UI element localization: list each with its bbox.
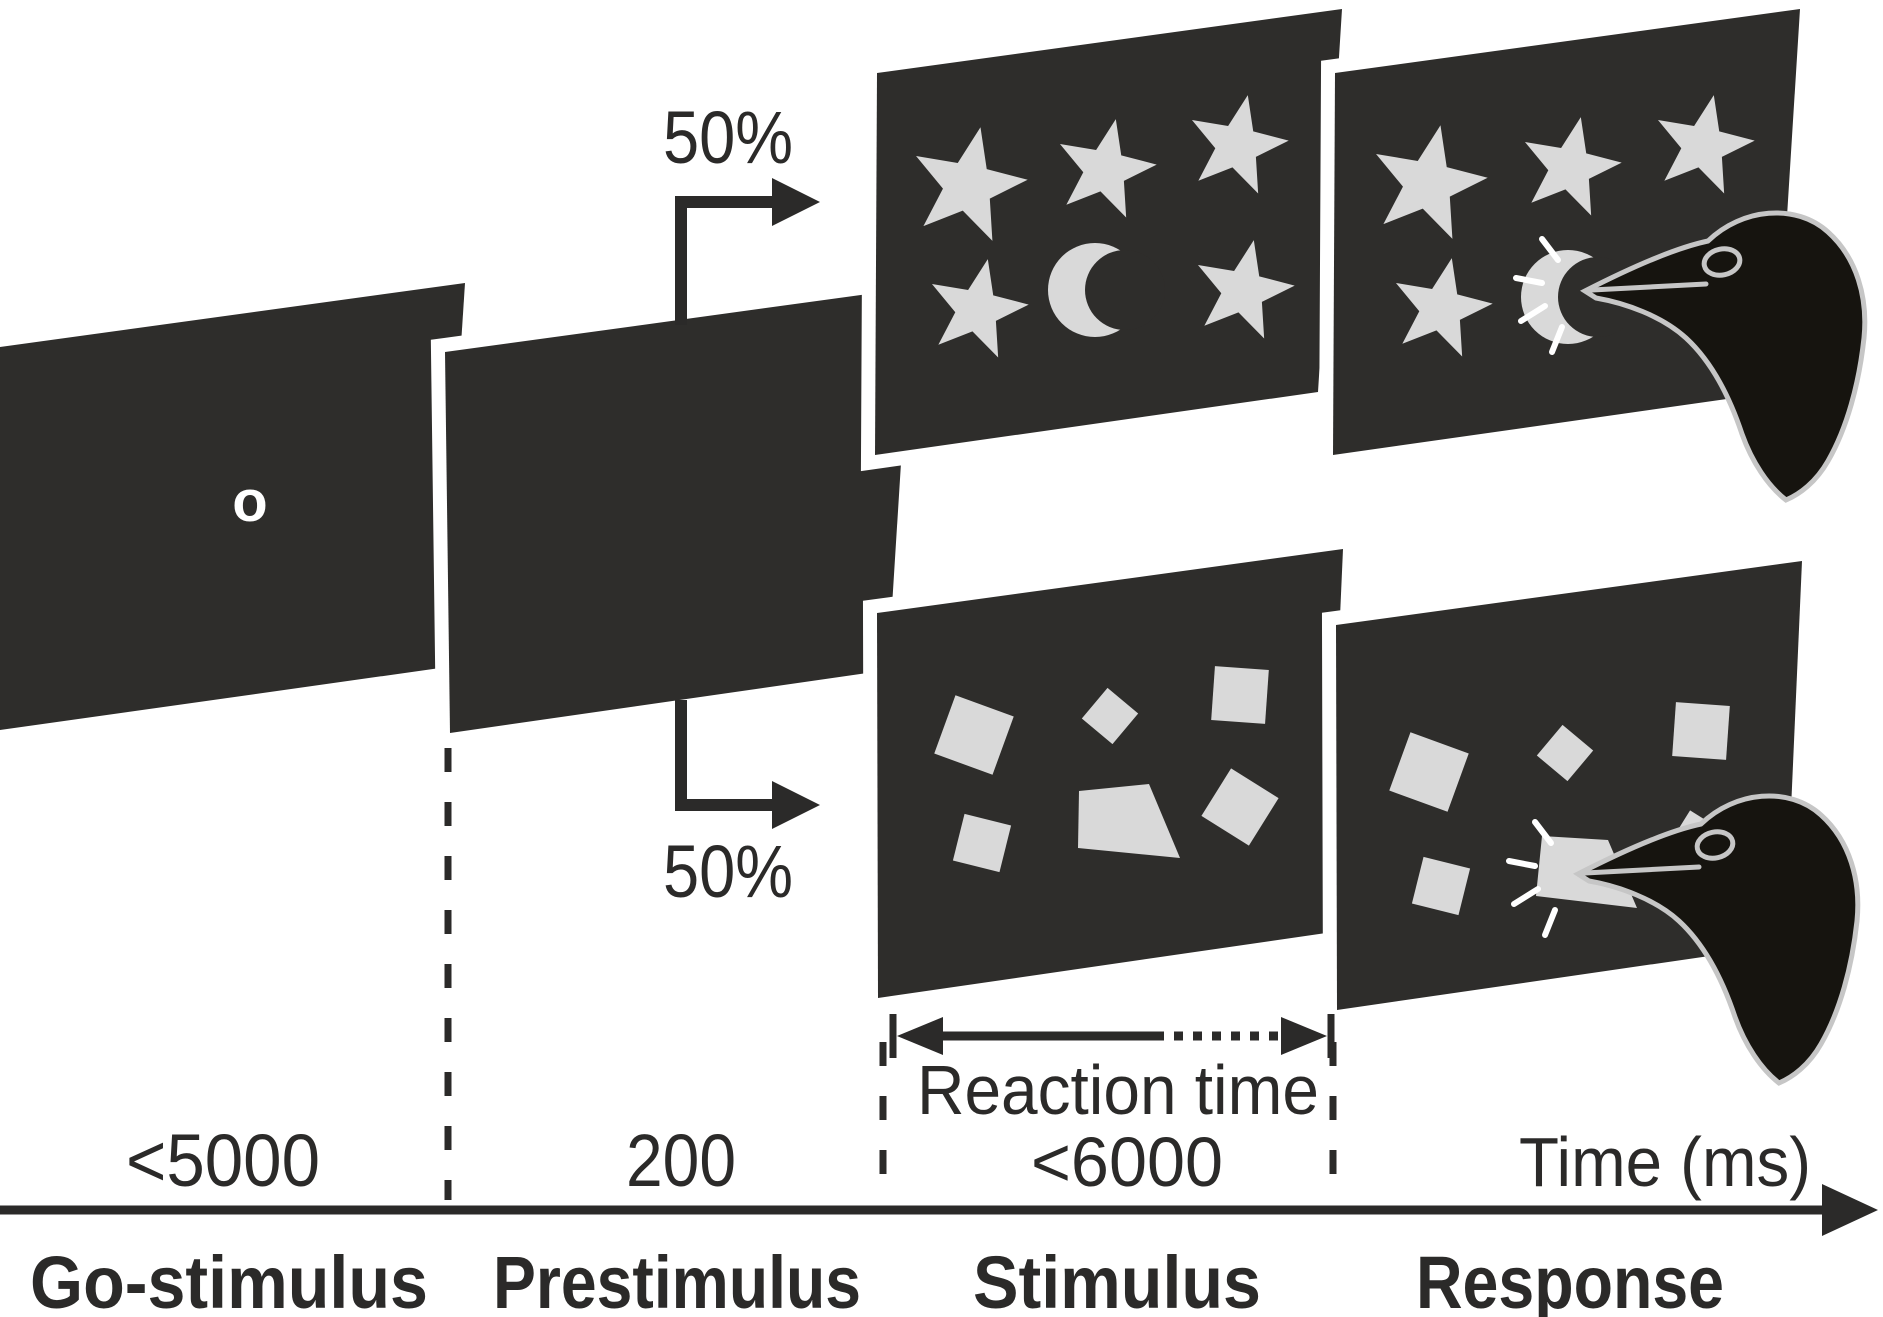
go-stimulus-duration: <5000	[126, 1119, 320, 1202]
time-axis-arrow	[0, 1184, 1878, 1236]
go-stimulus-dot: o	[232, 469, 267, 534]
probability-label-top: 50%	[663, 96, 793, 179]
prestimulus-duration: 200	[626, 1119, 736, 1202]
stage-label-stimulus: Stimulus	[973, 1241, 1261, 1317]
square-icon	[1411, 856, 1471, 916]
reaction-time-label: Reaction time	[917, 1051, 1319, 1129]
probability-label-bottom: 50%	[663, 830, 793, 913]
time-axis-label: Time (ms)	[1519, 1123, 1811, 1201]
square-icon	[1389, 732, 1469, 812]
go-stimulus-panel: o	[0, 266, 481, 745]
prestimulus-panel	[430, 271, 928, 750]
square-icon	[1211, 666, 1269, 724]
stimulus-panel-stars	[860, 0, 1357, 472]
reaction-time-value: <6000	[1031, 1123, 1223, 1201]
quad-icon	[1078, 784, 1180, 858]
arrowhead-icon	[897, 1017, 943, 1055]
square-icon	[1672, 702, 1730, 760]
arrowhead-icon	[1822, 1184, 1878, 1236]
response-panel-stars	[1318, 0, 1865, 500]
branch-arrow-bottom	[675, 700, 820, 829]
branch-arrow-top	[675, 178, 820, 325]
arrowhead-icon	[772, 781, 820, 829]
square-icon	[934, 695, 1014, 775]
response-panel-squares	[1321, 544, 1858, 1083]
square-icon	[1201, 768, 1279, 846]
stage-label-prestimulus: Prestimulus	[493, 1241, 861, 1317]
stage-label-go-stimulus: Go-stimulus	[30, 1241, 428, 1317]
arrowhead-icon	[1281, 1017, 1327, 1055]
arrowhead-icon	[772, 178, 820, 226]
stimulus-panel-squares	[862, 532, 1358, 1015]
square-icon	[1081, 687, 1139, 745]
square-icon	[952, 813, 1012, 873]
reaction-time-arrow	[889, 1014, 1335, 1058]
moon-icon	[1048, 243, 1165, 337]
stage-label-response: Response	[1416, 1241, 1724, 1317]
square-icon	[1536, 724, 1594, 782]
